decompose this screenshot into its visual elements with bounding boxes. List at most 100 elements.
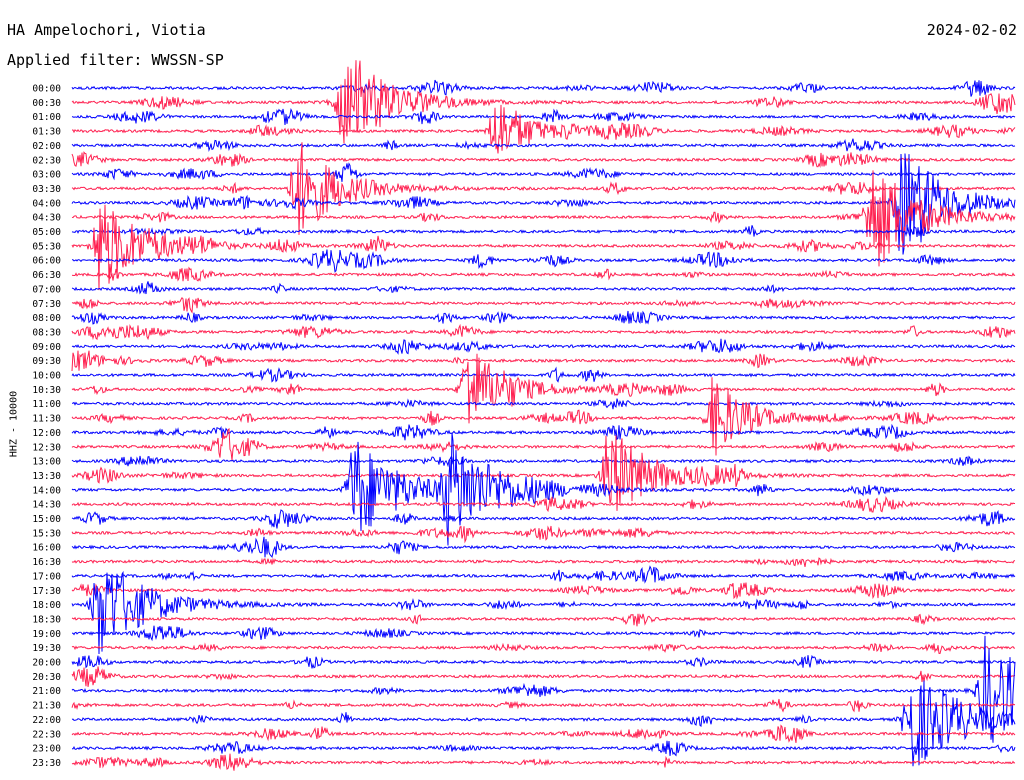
tick-label: 01:30 — [32, 127, 61, 138]
tick-label: 03:00 — [32, 170, 61, 181]
seismic-trace — [71, 323, 1016, 341]
seismic-trace — [71, 60, 1016, 144]
seismic-trace — [71, 224, 1016, 238]
tick-label: 18:30 — [32, 614, 61, 625]
seismic-trace — [71, 423, 1016, 441]
tick-label: 10:30 — [32, 385, 61, 396]
seismic-trace — [71, 204, 1016, 291]
seismic-trace — [71, 509, 1016, 529]
seismic-trace — [71, 79, 1016, 97]
tick-label: 01:00 — [32, 112, 61, 123]
tick-label: 21:30 — [32, 701, 61, 712]
tick-label: 12:30 — [32, 442, 61, 453]
tick-label: 17:00 — [32, 571, 61, 582]
tick-label: 02:30 — [32, 155, 61, 166]
seismic-trace — [71, 625, 1016, 642]
tick-label: 08:00 — [32, 313, 61, 324]
tick-label: 23:30 — [32, 758, 61, 769]
tick-label: 03:30 — [32, 184, 61, 195]
seismic-trace — [72, 249, 1016, 273]
tick-label: 08:30 — [32, 327, 61, 338]
tick-label: 00:30 — [32, 98, 61, 109]
seismic-trace — [71, 654, 1016, 669]
tick-label: 18:00 — [32, 600, 61, 611]
seismic-trace — [71, 680, 1016, 767]
tick-label: 11:30 — [32, 414, 61, 425]
seismic-trace — [71, 170, 1016, 267]
tick-label: 22:30 — [32, 729, 61, 740]
seismic-trace — [71, 724, 1016, 743]
tick-label: 15:00 — [32, 514, 61, 525]
tick-label: 02:00 — [32, 141, 61, 152]
tick-label: 15:30 — [32, 528, 61, 539]
seismic-trace — [71, 536, 1016, 558]
seismic-trace — [71, 350, 1016, 372]
tick-label: 19:00 — [32, 629, 61, 640]
seismic-trace — [71, 107, 1016, 126]
seismic-trace — [71, 142, 1016, 235]
tick-label: 16:00 — [32, 543, 61, 554]
filter-subtitle: Applied filter: WWSSN-SP — [7, 51, 224, 69]
tick-label: 05:00 — [32, 227, 61, 238]
tick-label: 05:30 — [32, 241, 61, 252]
seismic-trace — [71, 496, 1015, 513]
station-title: HA Ampelochori, Viotia — [7, 21, 206, 39]
seismic-trace — [71, 162, 1016, 182]
seismic-trace — [71, 613, 1016, 627]
tick-label: 23:00 — [32, 744, 61, 755]
seismic-trace — [71, 455, 1016, 468]
tick-label: 19:30 — [32, 643, 61, 654]
tick-label: 14:00 — [32, 485, 61, 496]
tick-label: 11:00 — [32, 399, 61, 410]
seismic-trace — [71, 153, 1016, 255]
seismic-trace — [71, 642, 1015, 655]
tick-label: 14:30 — [32, 500, 61, 511]
seismic-trace — [71, 281, 1016, 295]
seismic-trace — [71, 635, 1016, 743]
seismic-trace — [71, 432, 1016, 546]
seismic-trace — [71, 366, 1016, 383]
seismic-trace — [71, 435, 1016, 511]
tick-label: 06:30 — [32, 270, 61, 281]
tick-label: 17:30 — [32, 586, 61, 597]
tick-label: 09:30 — [32, 356, 61, 367]
seismic-trace — [71, 525, 1015, 544]
tick-label: 13:00 — [32, 457, 61, 468]
seismic-trace — [71, 296, 1016, 314]
tick-label: 12:00 — [32, 428, 61, 439]
seismic-trace — [71, 427, 1016, 461]
seismic-trace — [71, 557, 1016, 568]
tick-label: 04:00 — [32, 198, 61, 209]
seismic-trace — [71, 565, 1016, 584]
tick-label: 22:00 — [32, 715, 61, 726]
tick-label: 00:00 — [32, 84, 61, 95]
date-label: 2024-02-02 — [926, 21, 1017, 39]
seismic-trace — [71, 666, 1016, 687]
seismic-trace — [71, 151, 1016, 169]
tick-label: 21:00 — [32, 686, 61, 697]
tick-label: 07:00 — [32, 284, 61, 295]
traces-layer — [71, 60, 1016, 771]
tick-label: 04:30 — [32, 213, 61, 224]
tick-label: 09:00 — [32, 342, 61, 353]
seismic-trace — [71, 138, 1016, 152]
seismic-trace — [71, 338, 1016, 355]
seismic-trace — [71, 570, 1016, 655]
seismic-trace — [72, 104, 1016, 154]
seismic-trace — [71, 377, 1016, 456]
tick-label: 20:30 — [32, 672, 61, 683]
tick-label: 16:30 — [32, 557, 61, 568]
tick-labels-layer: 00:00 00:30 01:00 01:30 02:00 02:30 03:00 03:30… — [32, 84, 61, 769]
seismic-trace — [71, 310, 1016, 325]
tick-label: 06:00 — [32, 256, 61, 267]
seismic-trace — [71, 698, 1016, 713]
seismic-trace — [71, 582, 1016, 600]
seismic-trace — [71, 740, 1016, 757]
tick-label: 10:00 — [32, 371, 61, 382]
tick-label: 20:00 — [32, 658, 61, 669]
seismic-trace — [71, 266, 1016, 282]
tick-label: 07:30 — [32, 299, 61, 310]
seismic-trace — [71, 753, 1016, 771]
